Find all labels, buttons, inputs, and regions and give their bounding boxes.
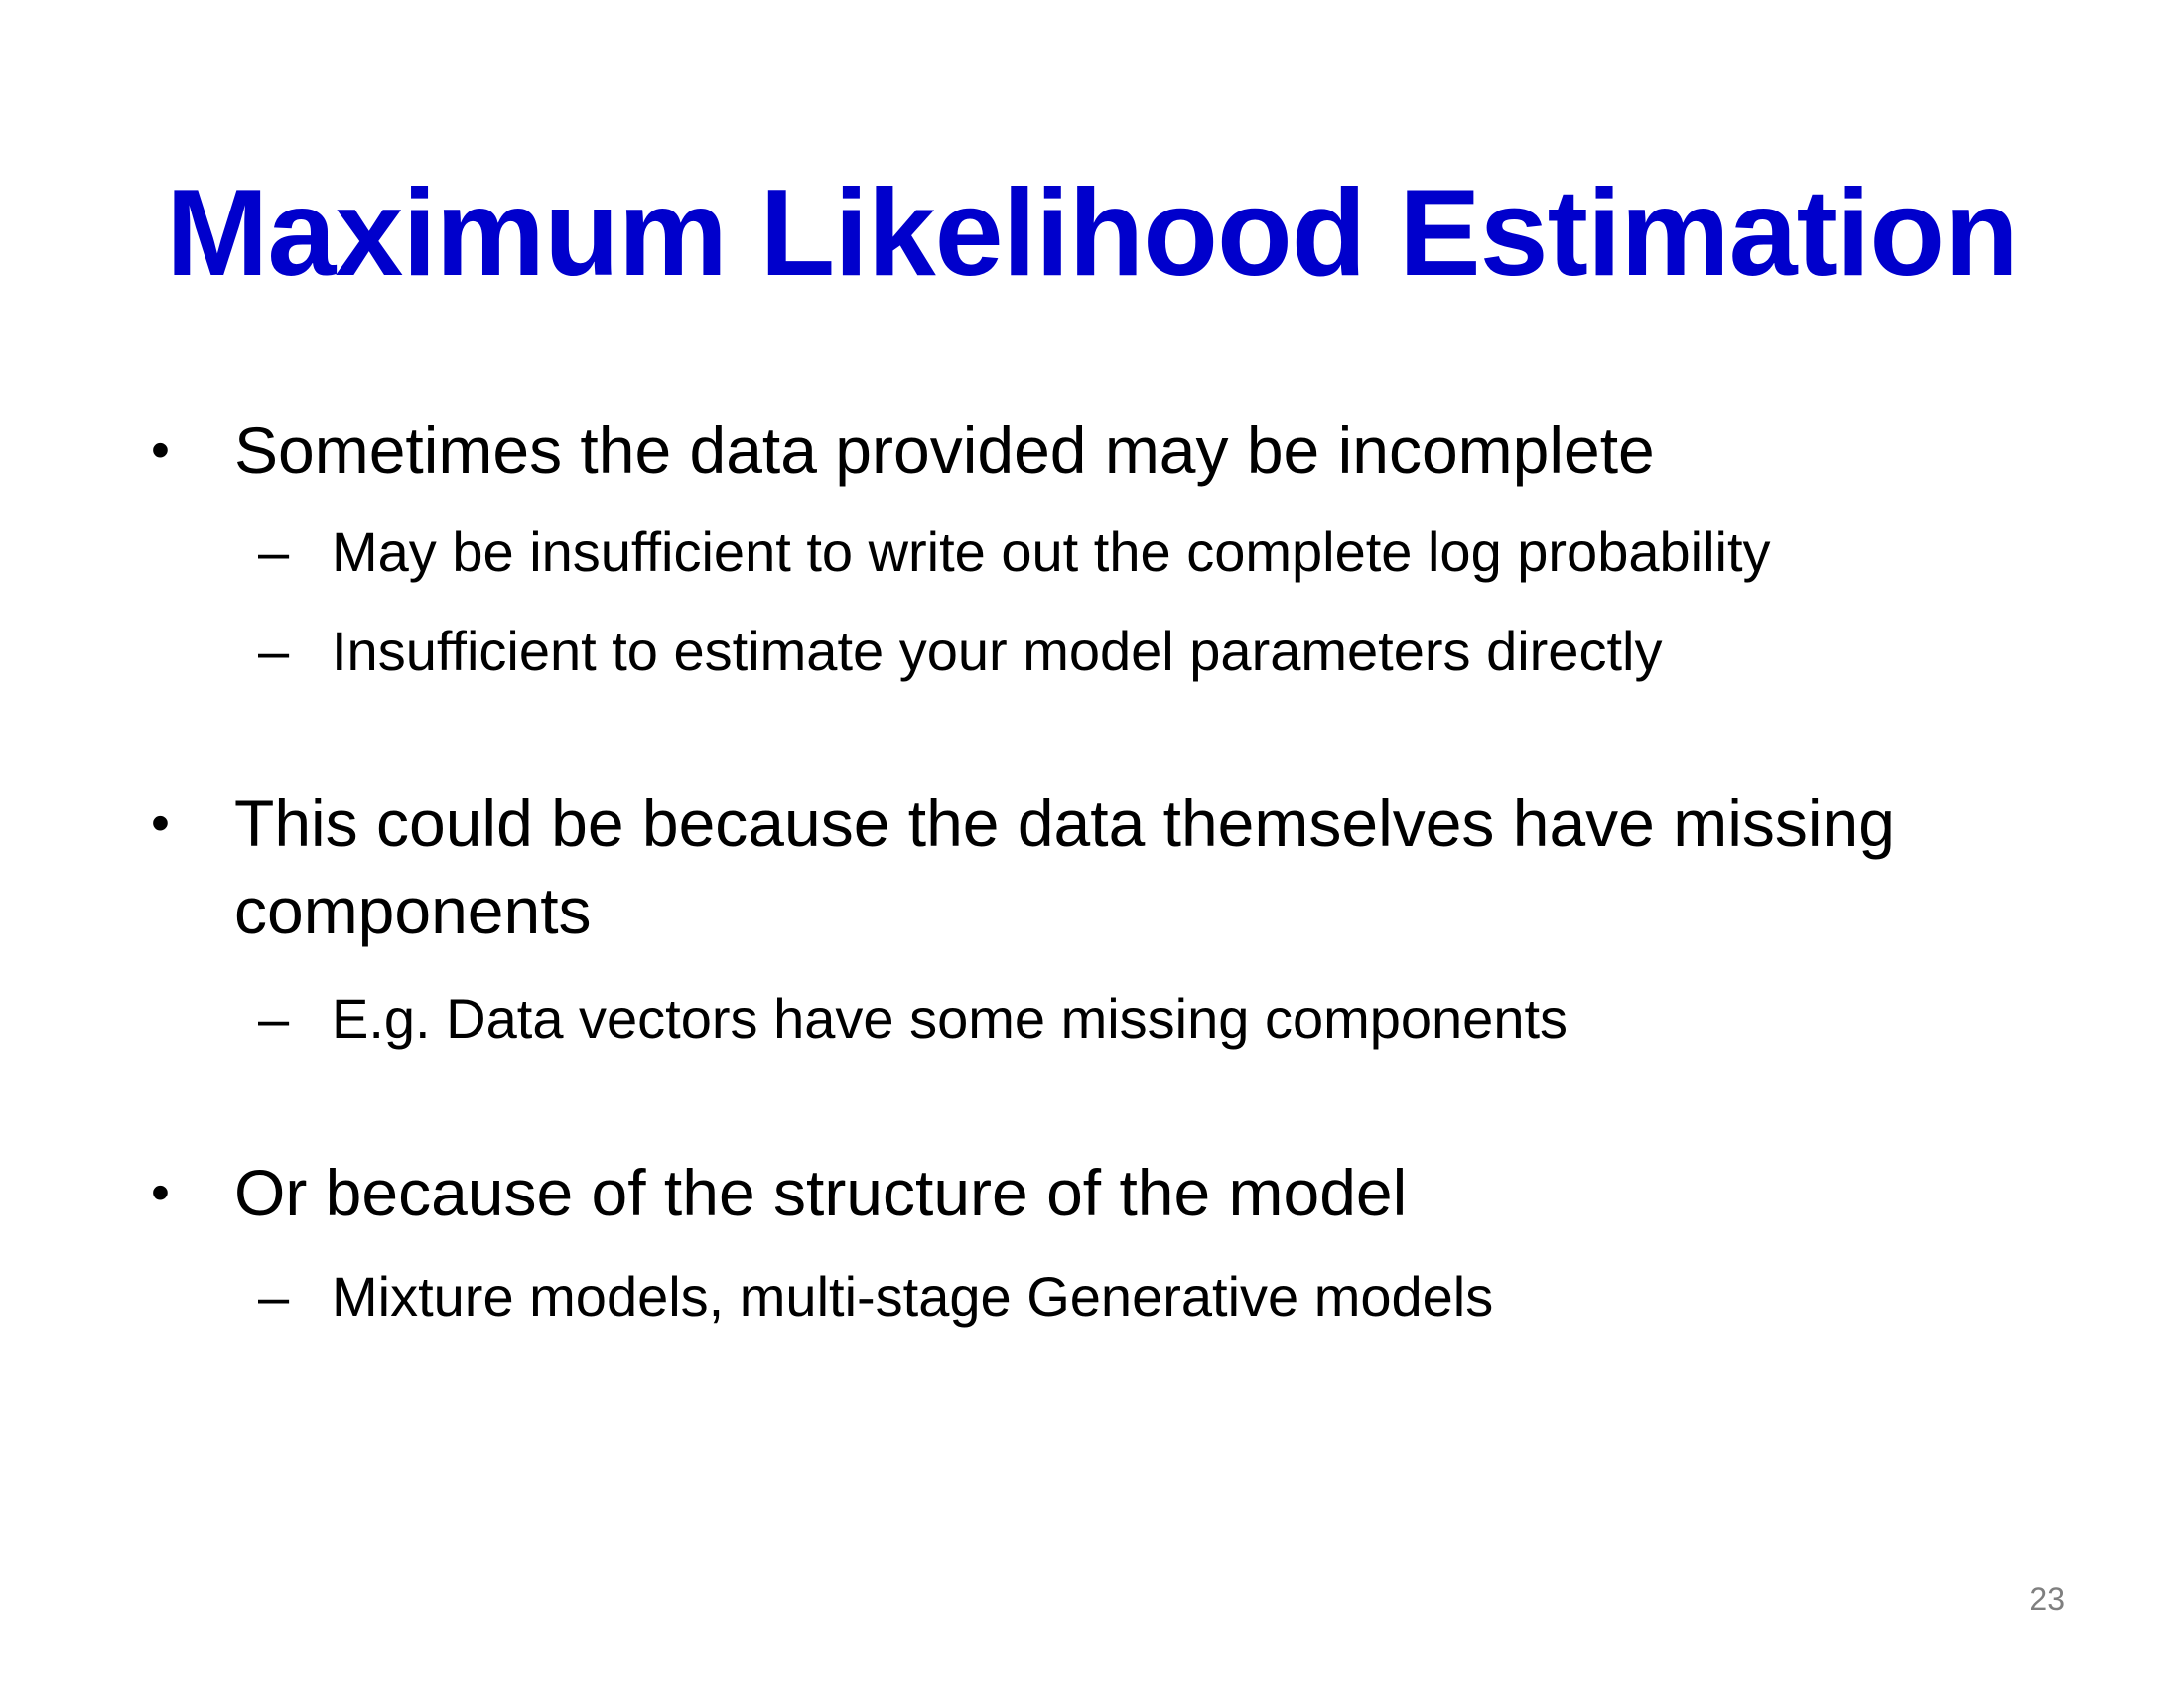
sub-bullet-glyph: –: [258, 987, 290, 1050]
bullet-glyph: •: [151, 1163, 170, 1222]
bullet-text-continuation: components: [234, 874, 592, 947]
sub-bullet-text: E.g. Data vectors have some missing comp…: [332, 987, 1569, 1050]
sub-bullet-glyph: –: [258, 620, 290, 682]
bullet-text: Or because of the structure of the model: [234, 1156, 1408, 1229]
sub-bullet-text: May be insufficient to write out the com…: [332, 520, 1771, 583]
sub-bullet-text: Insufficient to estimate your model para…: [332, 620, 1663, 682]
sub-bullet-glyph: –: [258, 520, 290, 583]
bullet-glyph: •: [151, 793, 170, 853]
bullet-text: This could be because the data themselve…: [234, 786, 1895, 860]
bullet-text: Sometimes the data provided may be incom…: [234, 413, 1655, 487]
slide-title: Maximum Likelihood Estimation: [166, 165, 2019, 302]
sub-bullet-text: Mixture models, multi-stage Generative m…: [332, 1265, 1494, 1328]
sub-bullet-glyph: –: [258, 1265, 290, 1328]
bullet-glyph: •: [151, 420, 170, 480]
page-number: 23: [2029, 1581, 2065, 1617]
